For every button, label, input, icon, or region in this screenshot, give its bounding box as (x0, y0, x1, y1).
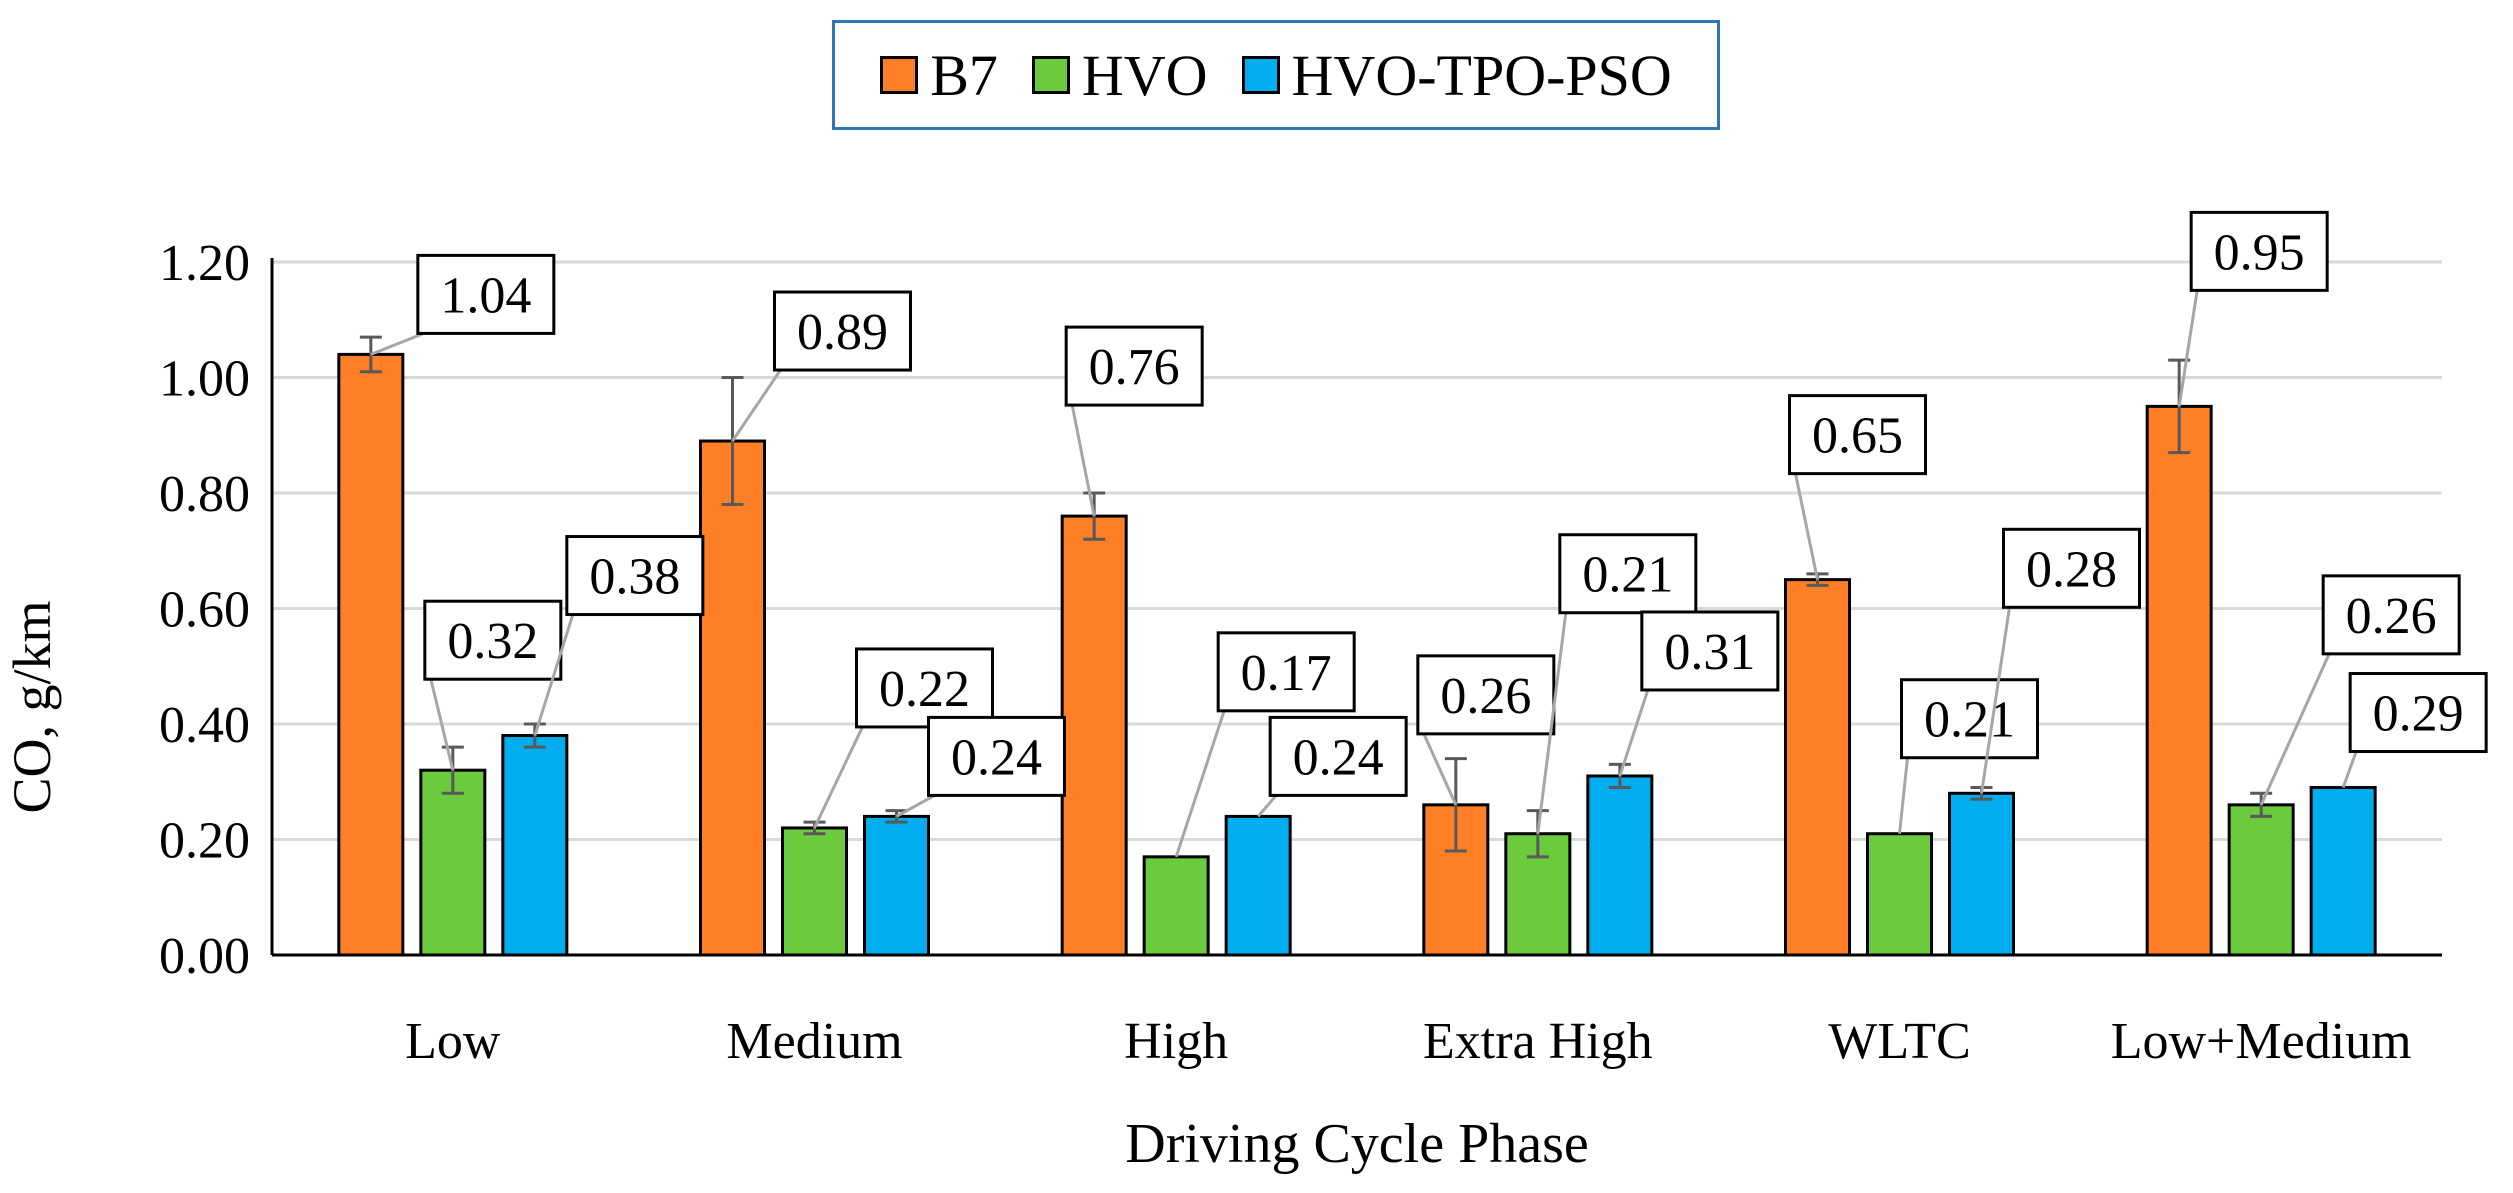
data-label: 0.65 (1812, 408, 1903, 465)
data-label-box (2189, 210, 2329, 292)
leader-line (813, 726, 864, 829)
leader-line (370, 332, 425, 356)
bar (501, 734, 569, 957)
leader-line (2341, 751, 2358, 789)
data-label-box (1640, 610, 1780, 692)
x-tick-label: High (1124, 1013, 1228, 1070)
data-label-box (1788, 394, 1927, 476)
y-tick-label: 0.80 (159, 466, 250, 523)
leader-line (1898, 757, 1909, 834)
data-label-box (2002, 527, 2141, 609)
bar (419, 768, 487, 957)
data-labels: 1.04 0.89 0.76 0.26 0.65 0.95 0.32 0.22 0.17 0.21… (370, 210, 2488, 858)
data-label-box (416, 253, 556, 335)
leader-line (1257, 794, 1278, 818)
data-label: 0.89 (797, 304, 888, 361)
data-label-box (1064, 325, 1204, 407)
y-tick-label: 0.40 (159, 697, 250, 754)
legend: B7 HVO HVO-TPO-PSO (832, 20, 1720, 130)
bar (1142, 855, 1210, 957)
leader-line (1070, 404, 1096, 517)
data-label-box (1216, 631, 1356, 713)
bar (699, 439, 766, 957)
data-label-box (927, 715, 1066, 797)
bar (1866, 832, 1933, 957)
y-tick-label: 0.20 (159, 813, 250, 870)
data-label: 0.26 (1440, 668, 1531, 725)
x-tick-label: Low+Medium (2111, 1013, 2412, 1070)
data-label: 0.31 (1664, 624, 1755, 681)
bar (1948, 791, 2015, 957)
x-tick-label: WLTC (1828, 1013, 1971, 1070)
leader-line (1794, 473, 1819, 580)
data-label-box (1268, 715, 1408, 797)
data-label: 0.26 (2346, 588, 2437, 645)
x-axis-title: Driving Cycle Phase (1125, 1113, 1588, 1175)
legend-label-hvo: HVO (1081, 42, 1208, 108)
data-label: 0.29 (2373, 686, 2464, 743)
data-label: 0.21 (1924, 692, 2015, 749)
bar (781, 826, 848, 957)
x-tick-label: Low (405, 1013, 501, 1070)
bar (2145, 404, 2213, 957)
data-label-box (565, 535, 705, 617)
data-label-box (855, 647, 994, 729)
bar (2227, 803, 2295, 957)
bar (337, 352, 405, 957)
bar (1784, 578, 1851, 957)
leader-line (2259, 653, 2331, 806)
bar (1224, 814, 1292, 957)
legend-item-hvo-tpo-pso: HVO-TPO-PSO (1241, 42, 1672, 109)
data-label-box (773, 290, 912, 372)
data-label: 0.76 (1089, 339, 1180, 396)
bar (1060, 514, 1128, 957)
legend-label-b7: B7 (930, 42, 998, 108)
leader-line (1618, 689, 1650, 777)
y-tick-label: 1.00 (159, 351, 250, 408)
x-tick-label: Extra High (1423, 1013, 1653, 1070)
data-label-box (1558, 533, 1698, 615)
leader-line (2177, 290, 2199, 407)
legend-swatch-hvo-tpo-pso (1241, 56, 1280, 94)
data-label: 0.24 (951, 729, 1042, 786)
bar (1586, 774, 1654, 957)
y-tick-label: 0.00 (159, 928, 250, 985)
data-label: 0.28 (2026, 541, 2117, 598)
bar (863, 814, 930, 957)
data-label-box (423, 599, 563, 681)
legend-swatch-b7 (880, 56, 919, 94)
data-label: 1.04 (440, 267, 531, 324)
data-label-box (2348, 672, 2488, 754)
data-label: 0.17 (1241, 645, 1332, 702)
leader-line (1422, 733, 1458, 806)
y-tick-label: 0.60 (159, 582, 250, 639)
data-label-box (1900, 678, 2039, 760)
data-label: 0.22 (879, 661, 970, 718)
leader-line (731, 369, 782, 442)
legend-label-hvo-tpo-pso: HVO-TPO-PSO (1291, 42, 1672, 108)
y-axis-title: CO, g/km (2, 600, 62, 813)
data-label: 0.21 (1582, 547, 1673, 604)
leader-line (895, 794, 936, 818)
legend-item-hvo: HVO (1031, 42, 1208, 109)
y-tick-label: 1.20 (159, 235, 250, 292)
legend-item-b7: B7 (880, 42, 998, 109)
axes: 0.00 0.20 0.40 0.60 0.80 1.00 1.20 Low Medium Hig… (159, 235, 2442, 1070)
leader-line (1980, 607, 2011, 794)
legend-swatch-hvo (1031, 56, 1070, 94)
data-label-box (2321, 574, 2461, 656)
leader-line (429, 678, 455, 771)
bar (2309, 786, 2377, 957)
leader-line (533, 614, 575, 736)
data-label: 0.95 (2214, 224, 2305, 281)
data-label: 0.38 (589, 549, 680, 606)
leader-line (1174, 710, 1226, 858)
data-label: 0.32 (447, 613, 538, 670)
data-label-box (1416, 654, 1556, 736)
x-tick-label: Medium (726, 1013, 902, 1070)
leader-line (1536, 612, 1568, 834)
bars (337, 335, 2377, 957)
data-label: 0.24 (1293, 729, 1384, 786)
